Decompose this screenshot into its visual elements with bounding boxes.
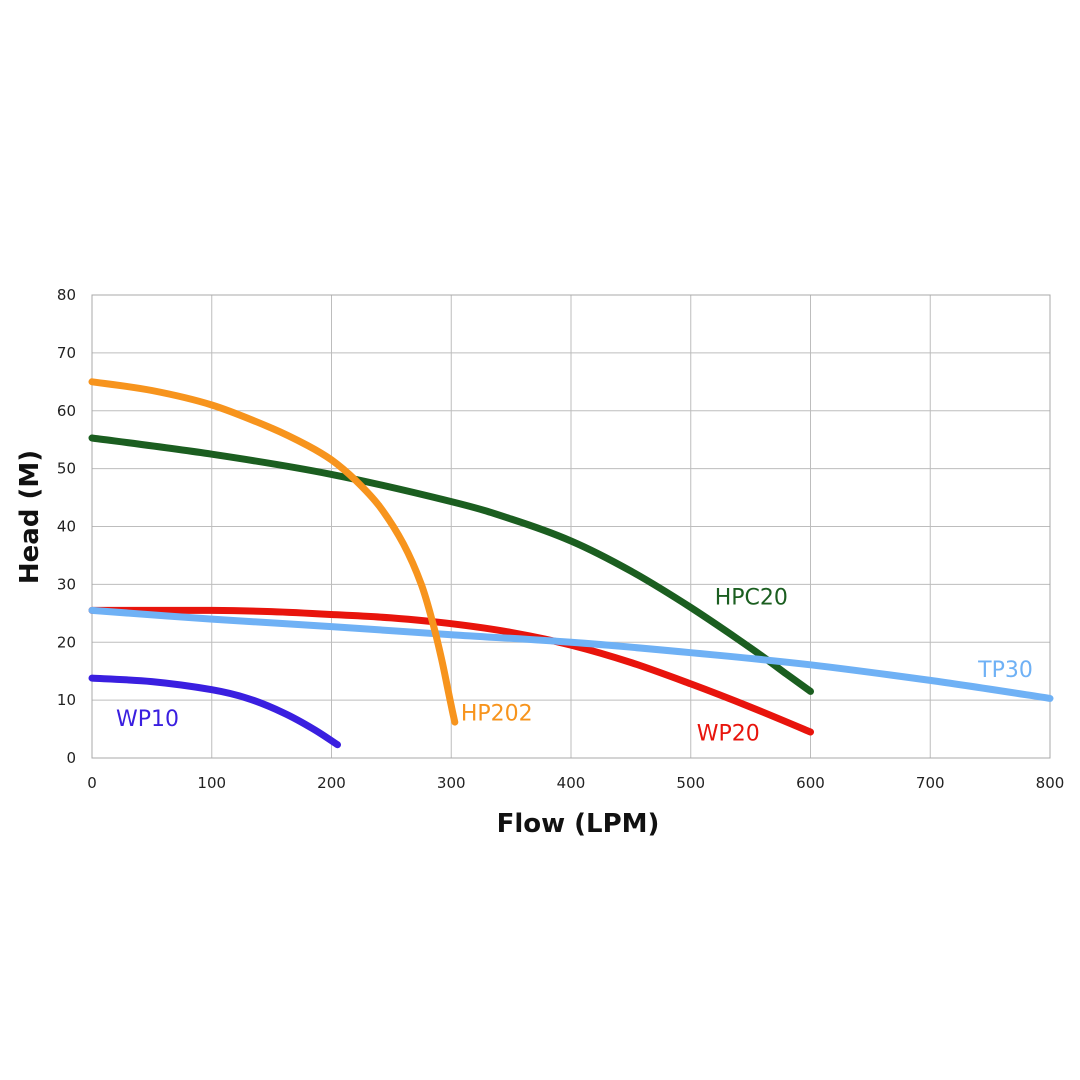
series-line-hpc20 (88, 434, 814, 695)
x-tick-label: 0 (87, 774, 97, 792)
x-tick-label: 200 (317, 774, 346, 792)
series-lines (88, 378, 1054, 749)
y-tick-label: 60 (57, 402, 76, 420)
tick-labels: 0 100 200 300 400 500 600 700 800 0 10 20 30 40 50 60 70… (57, 286, 1064, 792)
series-line-wp10 (88, 674, 341, 749)
y-axis-title: Head (M) (15, 450, 45, 584)
y-tick-label: 0 (66, 749, 76, 767)
series-line-wp20 (88, 606, 814, 736)
x-axis-title: Flow (LPM) (497, 809, 660, 839)
series-line-hp202 (88, 378, 459, 726)
x-tick-label: 500 (676, 774, 705, 792)
y-tick-label: 40 (57, 518, 76, 536)
x-tick-label: 800 (1036, 774, 1065, 792)
y-tick-label: 70 (57, 344, 76, 362)
y-tick-label: 50 (57, 460, 76, 478)
series-label-tp30: TP30 (977, 658, 1033, 683)
series-line-tp30 (88, 606, 1054, 702)
grid (91, 294, 1051, 759)
x-tick-label: 600 (796, 774, 825, 792)
series-label-wp10: WP10 (116, 707, 179, 732)
series-label-wp20: WP20 (697, 722, 760, 747)
y-tick-label: 10 (57, 691, 76, 709)
series-labels: HPC20 TP30 HP202 WP20 WP10 (116, 586, 1033, 747)
x-tick-label: 700 (916, 774, 945, 792)
x-tick-label: 100 (197, 774, 226, 792)
x-tick-label: 300 (437, 774, 466, 792)
y-tick-label: 80 (57, 286, 76, 304)
series-label-hpc20: HPC20 (715, 586, 788, 611)
plot-frame (91, 294, 1051, 759)
y-tick-label: 20 (57, 633, 76, 651)
series-label-hp202: HP202 (461, 701, 533, 726)
y-tick-label: 30 (57, 575, 76, 593)
x-tick-label: 400 (557, 774, 586, 792)
